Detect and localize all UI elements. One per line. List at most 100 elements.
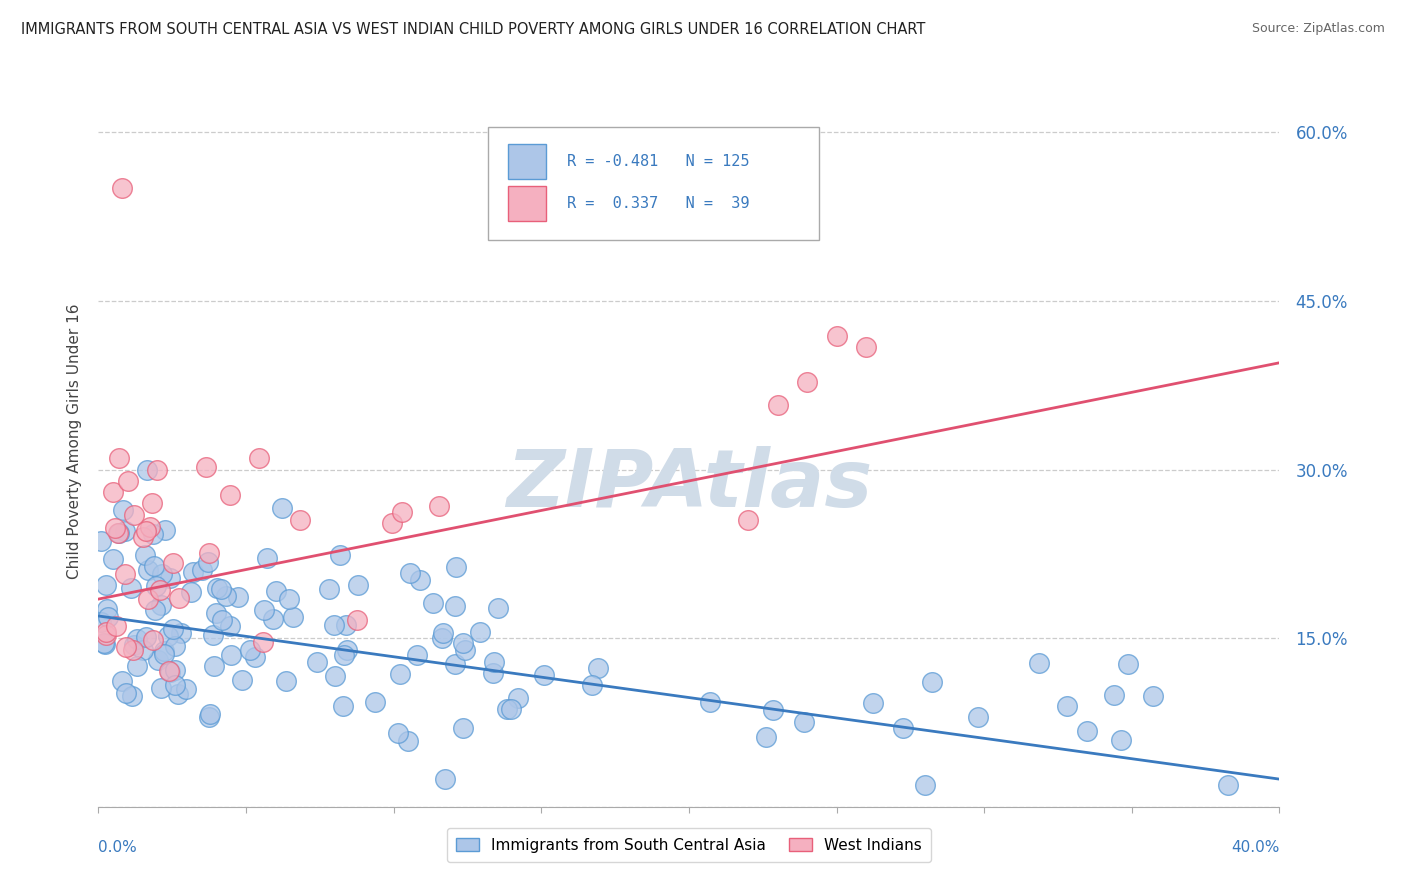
Point [143,603,166,617]
Point [218,619,240,633]
Point [167,591,190,605]
Point [136,563,159,577]
Point [239,643,262,657]
Point [444,657,467,671]
Text: 0.0%: 0.0% [98,840,138,855]
Point [111,673,134,688]
Point [134,548,156,562]
Point [533,668,555,682]
Point [1076,724,1098,739]
Point [139,520,162,534]
Point [136,591,159,606]
Point [142,633,165,648]
Point [444,599,467,614]
Point [149,582,172,597]
Point [496,702,519,716]
Point [112,503,135,517]
Point [142,558,165,573]
Point [766,398,789,412]
Point [323,617,346,632]
Point [107,526,129,541]
Point [174,682,197,697]
Point [499,702,522,716]
Point [323,669,346,683]
Point [103,521,125,535]
Point [470,624,492,639]
Point [921,674,943,689]
Point [146,463,169,477]
Point [96,602,118,616]
Point [198,710,221,724]
Point [761,703,783,717]
Point [347,578,370,592]
Point [432,626,454,640]
Point [163,678,186,692]
Point [432,632,454,646]
Point [1109,732,1132,747]
Point [264,584,287,599]
Point [364,694,387,708]
Point [409,573,432,587]
Point [283,610,305,624]
Point [205,582,228,596]
Point [252,635,274,649]
Point [155,524,177,538]
Text: ZIPAtlas: ZIPAtlas [506,446,872,524]
Text: R =  0.337   N =  39: R = 0.337 N = 39 [567,196,749,211]
Point [93,635,115,649]
Point [162,556,184,570]
Point [167,687,190,701]
Point [159,571,181,585]
Point [256,550,278,565]
Point [201,628,224,642]
Point [825,329,848,343]
Point [391,505,413,519]
Point [481,665,503,680]
Point [318,582,340,596]
Point [181,565,204,579]
Point [1028,656,1050,670]
Point [581,678,603,692]
Point [146,652,169,666]
Point [506,690,529,705]
Point [115,686,138,700]
Point [586,661,609,675]
Point [191,563,214,577]
Point [1216,778,1239,792]
Point [180,584,202,599]
Point [152,644,174,658]
Point [231,673,253,687]
Point [103,485,125,500]
Point [157,664,180,678]
Text: R = -0.481   N = 125: R = -0.481 N = 125 [567,154,749,169]
Point [262,612,284,626]
Text: Source: ZipAtlas.com: Source: ZipAtlas.com [1251,22,1385,36]
Point [163,663,186,677]
Point [150,566,173,581]
Point [966,709,988,723]
Legend: Immigrants from South Central Asia, West Indians: Immigrants from South Central Asia, West… [447,829,931,862]
Point [276,673,298,688]
FancyBboxPatch shape [508,144,546,179]
Point [405,648,427,662]
Point [162,622,184,636]
Point [117,474,139,488]
Point [1116,657,1139,671]
Point [422,596,444,610]
Point [389,666,412,681]
Point [135,524,157,539]
Point [336,643,359,657]
Point [108,526,131,541]
Point [335,617,357,632]
Point [793,714,815,729]
Point [381,516,404,530]
Point [94,578,117,592]
Point [142,526,165,541]
Point [127,632,149,646]
Point [149,681,172,695]
Point [141,496,163,510]
Point [103,551,125,566]
Y-axis label: Child Poverty Among Girls Under 16: Child Poverty Among Girls Under 16 [66,304,82,579]
Point [855,340,877,354]
Point [121,689,143,703]
